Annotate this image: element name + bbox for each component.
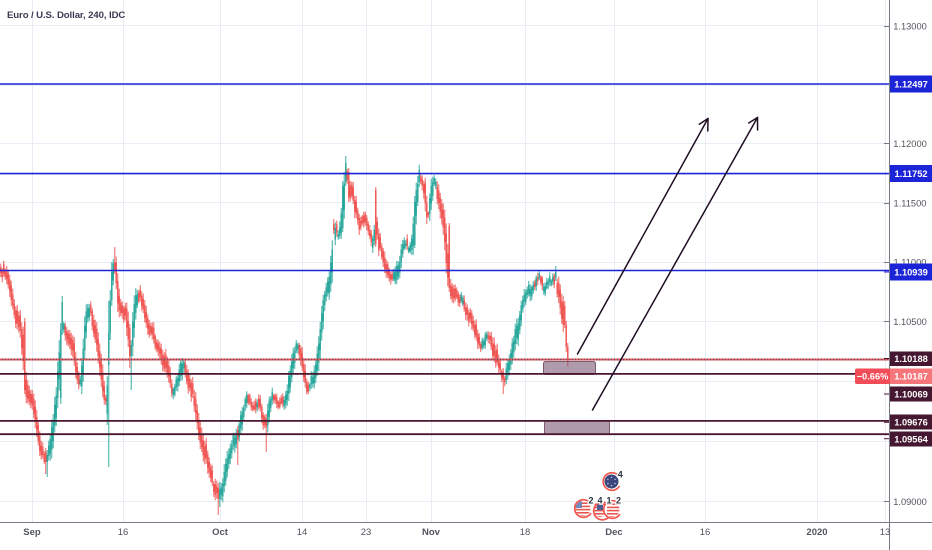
- svg-text:1.10187: 1.10187: [894, 372, 928, 382]
- svg-text:1.09676: 1.09676: [894, 418, 928, 428]
- svg-text:1.10500: 1.10500: [893, 317, 927, 327]
- svg-text:23: 23: [361, 527, 372, 538]
- svg-text:1.13000: 1.13000: [893, 21, 927, 31]
- svg-text:1: 1: [607, 496, 612, 506]
- svg-text:Euro / U.S. Dollar, 240, IDC: Euro / U.S. Dollar, 240, IDC: [7, 10, 125, 21]
- svg-text:16: 16: [118, 527, 129, 538]
- svg-text:−0.66%: −0.66%: [857, 372, 890, 382]
- svg-text:13: 13: [880, 527, 891, 538]
- svg-text:1.09564: 1.09564: [894, 435, 928, 445]
- svg-text:2: 2: [589, 496, 594, 506]
- svg-text:1.10939: 1.10939: [894, 268, 928, 278]
- svg-text:18: 18: [520, 527, 531, 538]
- svg-text:1.12000: 1.12000: [893, 139, 927, 149]
- svg-text:1.11500: 1.11500: [894, 198, 927, 208]
- svg-text:Dec: Dec: [605, 527, 622, 538]
- svg-text:4: 4: [618, 470, 623, 480]
- svg-text:1.11752: 1.11752: [894, 169, 927, 179]
- svg-text:2020: 2020: [806, 527, 827, 538]
- svg-text:Oct: Oct: [212, 527, 229, 538]
- svg-text:1.09000: 1.09000: [893, 497, 927, 507]
- svg-text:16: 16: [700, 527, 711, 538]
- svg-text:1.12497: 1.12497: [894, 80, 928, 90]
- svg-text:1.10188: 1.10188: [894, 354, 928, 364]
- svg-text:Sep: Sep: [23, 527, 41, 538]
- svg-text:1.10069: 1.10069: [894, 390, 928, 400]
- svg-text:Nov: Nov: [422, 527, 441, 538]
- svg-text:14: 14: [297, 527, 308, 538]
- svg-text:4: 4: [598, 496, 603, 506]
- svg-text:1.11000: 1.11000: [894, 257, 927, 267]
- svg-text:2: 2: [616, 496, 621, 506]
